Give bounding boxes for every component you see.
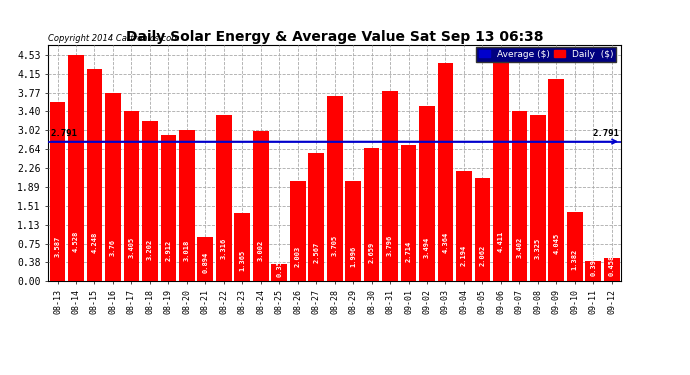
Text: 3.325: 3.325	[535, 237, 541, 259]
Bar	[419, 106, 435, 281]
Bar	[308, 153, 324, 281]
Text: 3.705: 3.705	[332, 235, 337, 256]
Bar	[345, 182, 361, 281]
Bar	[253, 131, 268, 281]
Bar	[401, 146, 416, 281]
Text: 2.791: 2.791	[592, 129, 619, 138]
Bar	[68, 55, 84, 281]
Text: 0.354: 0.354	[276, 255, 282, 277]
Text: 3.402: 3.402	[516, 237, 522, 258]
Bar	[87, 69, 102, 281]
Text: 3.76: 3.76	[110, 239, 116, 256]
Text: 0.894: 0.894	[202, 252, 208, 273]
Text: 4.248: 4.248	[92, 232, 97, 253]
Text: 3.587: 3.587	[55, 236, 61, 257]
Bar	[179, 130, 195, 281]
Text: 0.458: 0.458	[609, 255, 615, 276]
Text: Copyright 2014 Cartronics.com: Copyright 2014 Cartronics.com	[48, 34, 179, 43]
Text: 2.194: 2.194	[461, 244, 467, 266]
Bar	[437, 63, 453, 281]
Text: 4.528: 4.528	[73, 230, 79, 252]
Text: 1.382: 1.382	[572, 249, 578, 270]
Text: 3.405: 3.405	[128, 237, 135, 258]
Text: 1.996: 1.996	[350, 246, 356, 267]
Text: 0.396: 0.396	[590, 255, 596, 276]
Title: Daily Solar Energy & Average Value Sat Sep 13 06:38: Daily Solar Energy & Average Value Sat S…	[126, 30, 544, 44]
Text: 4.045: 4.045	[553, 233, 560, 255]
Text: 2.567: 2.567	[313, 242, 319, 263]
Bar	[585, 261, 601, 281]
Bar	[567, 212, 582, 281]
Bar	[161, 135, 176, 281]
Bar	[124, 111, 139, 281]
Text: 1.365: 1.365	[239, 249, 245, 270]
Text: 3.494: 3.494	[424, 237, 430, 258]
Text: 3.796: 3.796	[387, 235, 393, 256]
Text: 2.659: 2.659	[368, 242, 375, 263]
Bar	[290, 181, 306, 281]
Bar	[475, 178, 491, 281]
Legend: Average ($), Daily  ($): Average ($), Daily ($)	[476, 47, 616, 62]
Bar	[142, 121, 158, 281]
Bar	[530, 115, 546, 281]
Bar	[604, 258, 620, 281]
Text: 2.714: 2.714	[406, 241, 411, 262]
Bar	[216, 115, 232, 281]
Bar	[235, 213, 250, 281]
Bar	[456, 171, 472, 281]
Text: 2.912: 2.912	[166, 240, 171, 261]
Bar	[105, 93, 121, 281]
Text: 3.202: 3.202	[147, 238, 153, 260]
Text: 3.018: 3.018	[184, 239, 190, 261]
Bar	[197, 237, 213, 281]
Bar	[493, 60, 509, 281]
Bar	[511, 111, 527, 281]
Bar	[382, 91, 398, 281]
Text: 2.003: 2.003	[295, 246, 301, 267]
Text: 2.791: 2.791	[50, 129, 77, 138]
Text: 3.002: 3.002	[258, 240, 264, 261]
Text: 4.364: 4.364	[442, 231, 448, 252]
Bar	[271, 264, 287, 281]
Bar	[50, 102, 66, 281]
Bar	[549, 79, 564, 281]
Bar	[327, 96, 342, 281]
Text: 2.062: 2.062	[480, 245, 486, 266]
Text: 4.411: 4.411	[498, 231, 504, 252]
Bar	[364, 148, 380, 281]
Text: 3.316: 3.316	[221, 238, 227, 259]
